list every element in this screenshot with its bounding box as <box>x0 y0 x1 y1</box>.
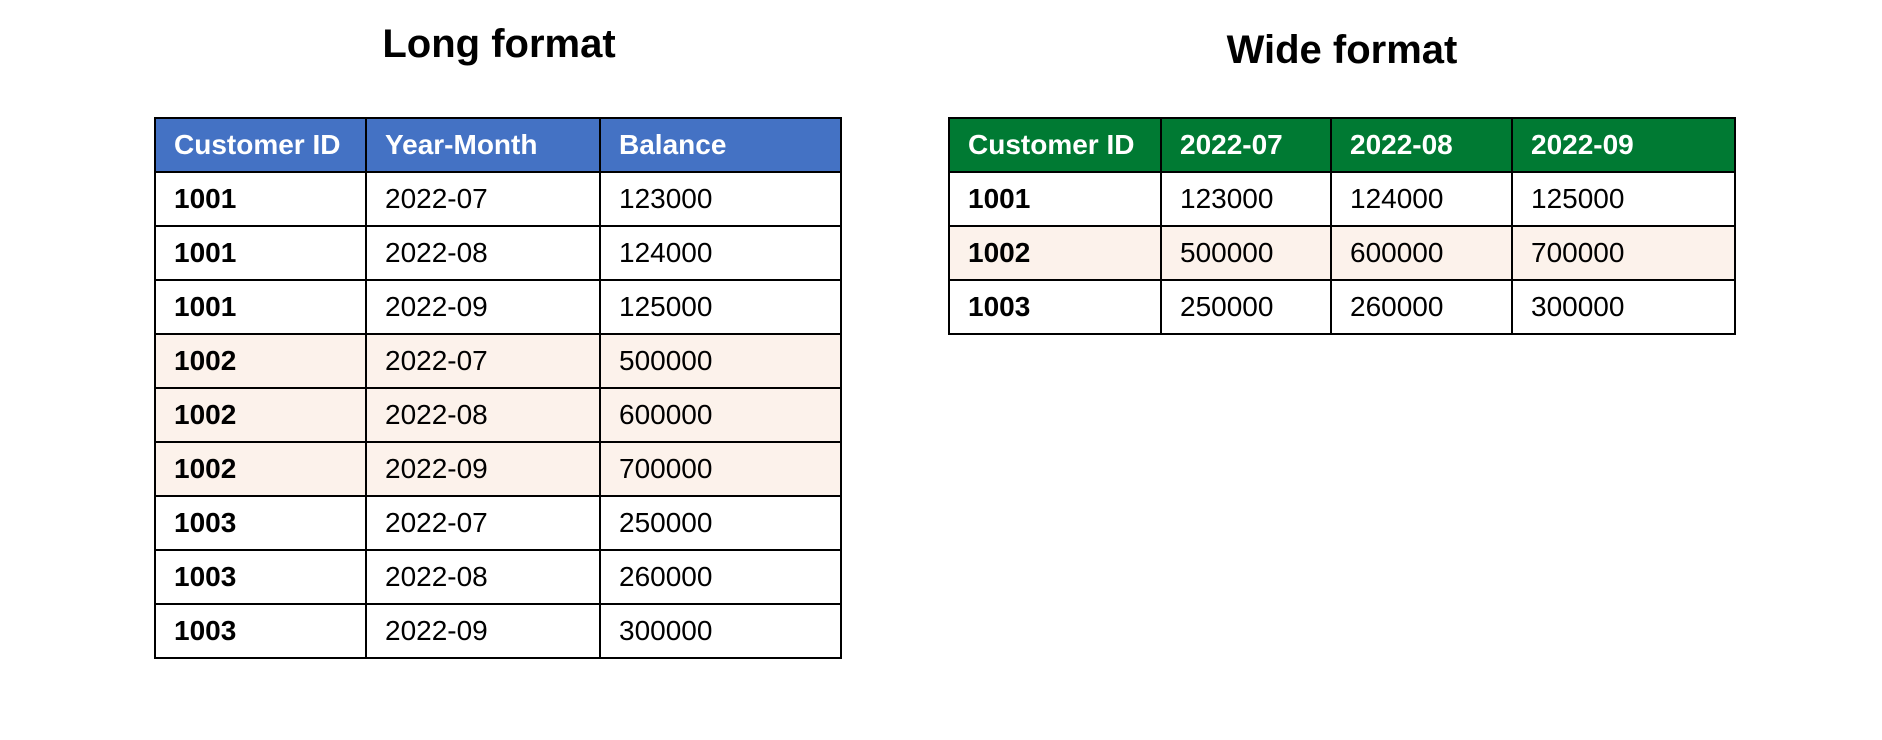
table-row: 1003 2022-07 250000 <box>154 495 842 551</box>
value-cell: 700000 <box>599 441 842 497</box>
value-cell: 600000 <box>599 387 842 443</box>
header-cell: 2022-07 <box>1160 117 1332 173</box>
value-cell: 250000 <box>1160 279 1332 335</box>
value-cell: 2022-09 <box>365 279 601 335</box>
value-cell: 2022-08 <box>365 549 601 605</box>
value-cell: 2022-09 <box>365 603 601 659</box>
value-cell: 2022-07 <box>365 495 601 551</box>
value-cell: 600000 <box>1330 225 1513 281</box>
wide-format-title: Wide format <box>1226 28 1458 72</box>
value-cell: 300000 <box>1511 279 1736 335</box>
customer-id-cell: 1001 <box>948 171 1162 227</box>
value-cell: 123000 <box>1160 171 1332 227</box>
header-cell: Customer ID <box>948 117 1162 173</box>
value-cell: 250000 <box>599 495 842 551</box>
table-row: 1001 123000 124000 125000 <box>948 171 1736 227</box>
value-cell: 2022-08 <box>365 225 601 281</box>
customer-id-cell: 1003 <box>154 603 367 659</box>
value-cell: 124000 <box>599 225 842 281</box>
header-cell: 2022-08 <box>1330 117 1513 173</box>
customer-id-cell: 1002 <box>154 441 367 497</box>
customer-id-cell: 1003 <box>154 549 367 605</box>
customer-id-cell: 1003 <box>154 495 367 551</box>
value-cell: 2022-07 <box>365 333 601 389</box>
header-cell: 2022-09 <box>1511 117 1736 173</box>
long-format-title: Long format <box>382 22 616 66</box>
value-cell: 700000 <box>1511 225 1736 281</box>
header-cell: Balance <box>599 117 842 173</box>
customer-id-cell: 1001 <box>154 171 367 227</box>
value-cell: 125000 <box>1511 171 1736 227</box>
value-cell: 500000 <box>599 333 842 389</box>
table-row: 1001 2022-09 125000 <box>154 279 842 335</box>
value-cell: 300000 <box>599 603 842 659</box>
header-cell: Year-Month <box>365 117 601 173</box>
table-row: 1003 2022-08 260000 <box>154 549 842 605</box>
header-cell: Customer ID <box>154 117 367 173</box>
value-cell: 123000 <box>599 171 842 227</box>
header-row: Customer ID Year-Month Balance <box>154 117 842 173</box>
table-row: 1003 250000 260000 300000 <box>948 279 1736 335</box>
value-cell: 2022-07 <box>365 171 601 227</box>
customer-id-cell: 1002 <box>154 333 367 389</box>
table-row: 1002 2022-08 600000 <box>154 387 842 443</box>
header-row: Customer ID 2022-07 2022-08 2022-09 <box>948 117 1736 173</box>
table-row: 1002 500000 600000 700000 <box>948 225 1736 281</box>
wide-format-table: Customer ID 2022-07 2022-08 2022-09 1001… <box>948 117 1736 335</box>
customer-id-cell: 1002 <box>154 387 367 443</box>
table-row: 1002 2022-09 700000 <box>154 441 842 497</box>
table-row: 1002 2022-07 500000 <box>154 333 842 389</box>
table-row: 1001 2022-08 124000 <box>154 225 842 281</box>
customer-id-cell: 1001 <box>154 279 367 335</box>
table-row: 1001 2022-07 123000 <box>154 171 842 227</box>
value-cell: 125000 <box>599 279 842 335</box>
value-cell: 124000 <box>1330 171 1513 227</box>
value-cell: 2022-09 <box>365 441 601 497</box>
value-cell: 260000 <box>599 549 842 605</box>
value-cell: 260000 <box>1330 279 1513 335</box>
customer-id-cell: 1003 <box>948 279 1162 335</box>
long-format-table: Customer ID Year-Month Balance 1001 2022-… <box>154 117 842 659</box>
customer-id-cell: 1001 <box>154 225 367 281</box>
customer-id-cell: 1002 <box>948 225 1162 281</box>
value-cell: 500000 <box>1160 225 1332 281</box>
value-cell: 2022-08 <box>365 387 601 443</box>
table-row: 1003 2022-09 300000 <box>154 603 842 659</box>
